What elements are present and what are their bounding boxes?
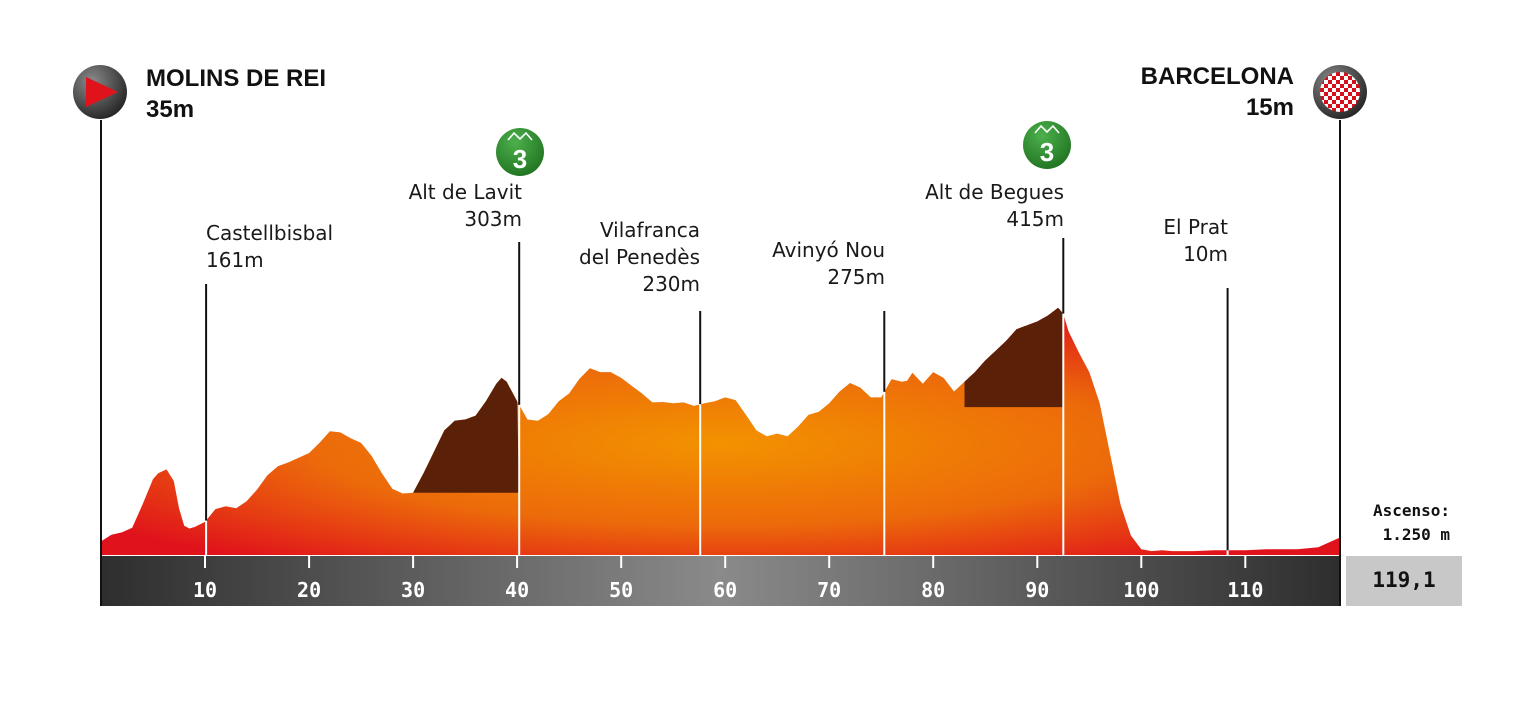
waypoint-elevation: 303m [464, 207, 522, 231]
tick-label: 40 [505, 578, 529, 602]
finish-flag-icon [1313, 65, 1367, 119]
tick-label: 90 [1025, 578, 1049, 602]
waypoint-name: Avinyó Nou [772, 238, 885, 262]
distance-axis-bar [101, 556, 1339, 606]
climb-segment-2 [964, 307, 1064, 408]
total-distance-box [1346, 556, 1462, 606]
finish-name: BARCELONA [1141, 63, 1294, 90]
climb-segments [413, 307, 1064, 493]
tick-label: 50 [609, 578, 633, 602]
elevation-profile-area [101, 307, 1340, 555]
alt-de-begues-label: Alt de Begues 415m [925, 180, 1064, 231]
el-prat-label: El Prat 10m [1163, 215, 1228, 266]
waypoint-elevation: 415m [1006, 207, 1064, 231]
tick-label: 100 [1123, 578, 1159, 602]
waypoint-name-line1: Vilafranca [600, 218, 700, 242]
alt-de-lavit-label: Alt de Lavit 303m [409, 180, 523, 231]
tick-label: 20 [297, 578, 321, 602]
waypoint-elevation: 10m [1183, 242, 1228, 266]
waypoint-name: Alt de Lavit [409, 180, 523, 204]
waypoint-name: El Prat [1163, 215, 1228, 239]
waypoint-elevation: 275m [827, 265, 885, 289]
tick-label: 10 [193, 578, 217, 602]
tick-label: 60 [713, 578, 737, 602]
start-icon [73, 65, 127, 119]
ascent-label: Ascenso: [1373, 501, 1450, 520]
ascent-value: 1.250 m [1383, 525, 1451, 544]
climb-category-number: 3 [513, 144, 527, 174]
climb-category-number: 3 [1040, 137, 1054, 167]
total-distance-label: 119,1 [1372, 568, 1435, 592]
tick-label: 30 [401, 578, 425, 602]
avinyo-nou-label: Avinyó Nou 275m [772, 238, 885, 289]
waypoint-elevation: 161m [206, 248, 264, 272]
vilafranca-label: Vilafranca del Penedès 230m [579, 218, 700, 296]
waypoint-name-line2: del Penedès [579, 245, 700, 269]
start-elevation: 35m [146, 96, 194, 123]
castellbisbal-label: Castellbisbal 161m [206, 221, 333, 272]
climb-category-badge-begues: 3 [1023, 121, 1071, 169]
climb-category-badge-lavit: 3 [496, 128, 544, 176]
tick-label: 110 [1227, 578, 1263, 602]
tick-label: 70 [817, 578, 841, 602]
waypoint-lines [205, 238, 1229, 555]
waypoint-elevation: 230m [642, 272, 700, 296]
start-name: MOLINS DE REI [146, 65, 326, 92]
waypoint-name: Alt de Begues [925, 180, 1064, 204]
finish-elevation: 15m [1246, 94, 1294, 121]
waypoint-name: Castellbisbal [206, 221, 333, 245]
climb-segment-1 [413, 377, 520, 493]
distance-ticks: 10 20 30 40 50 60 70 80 90 100 110 [193, 556, 1263, 602]
tick-label: 80 [921, 578, 945, 602]
